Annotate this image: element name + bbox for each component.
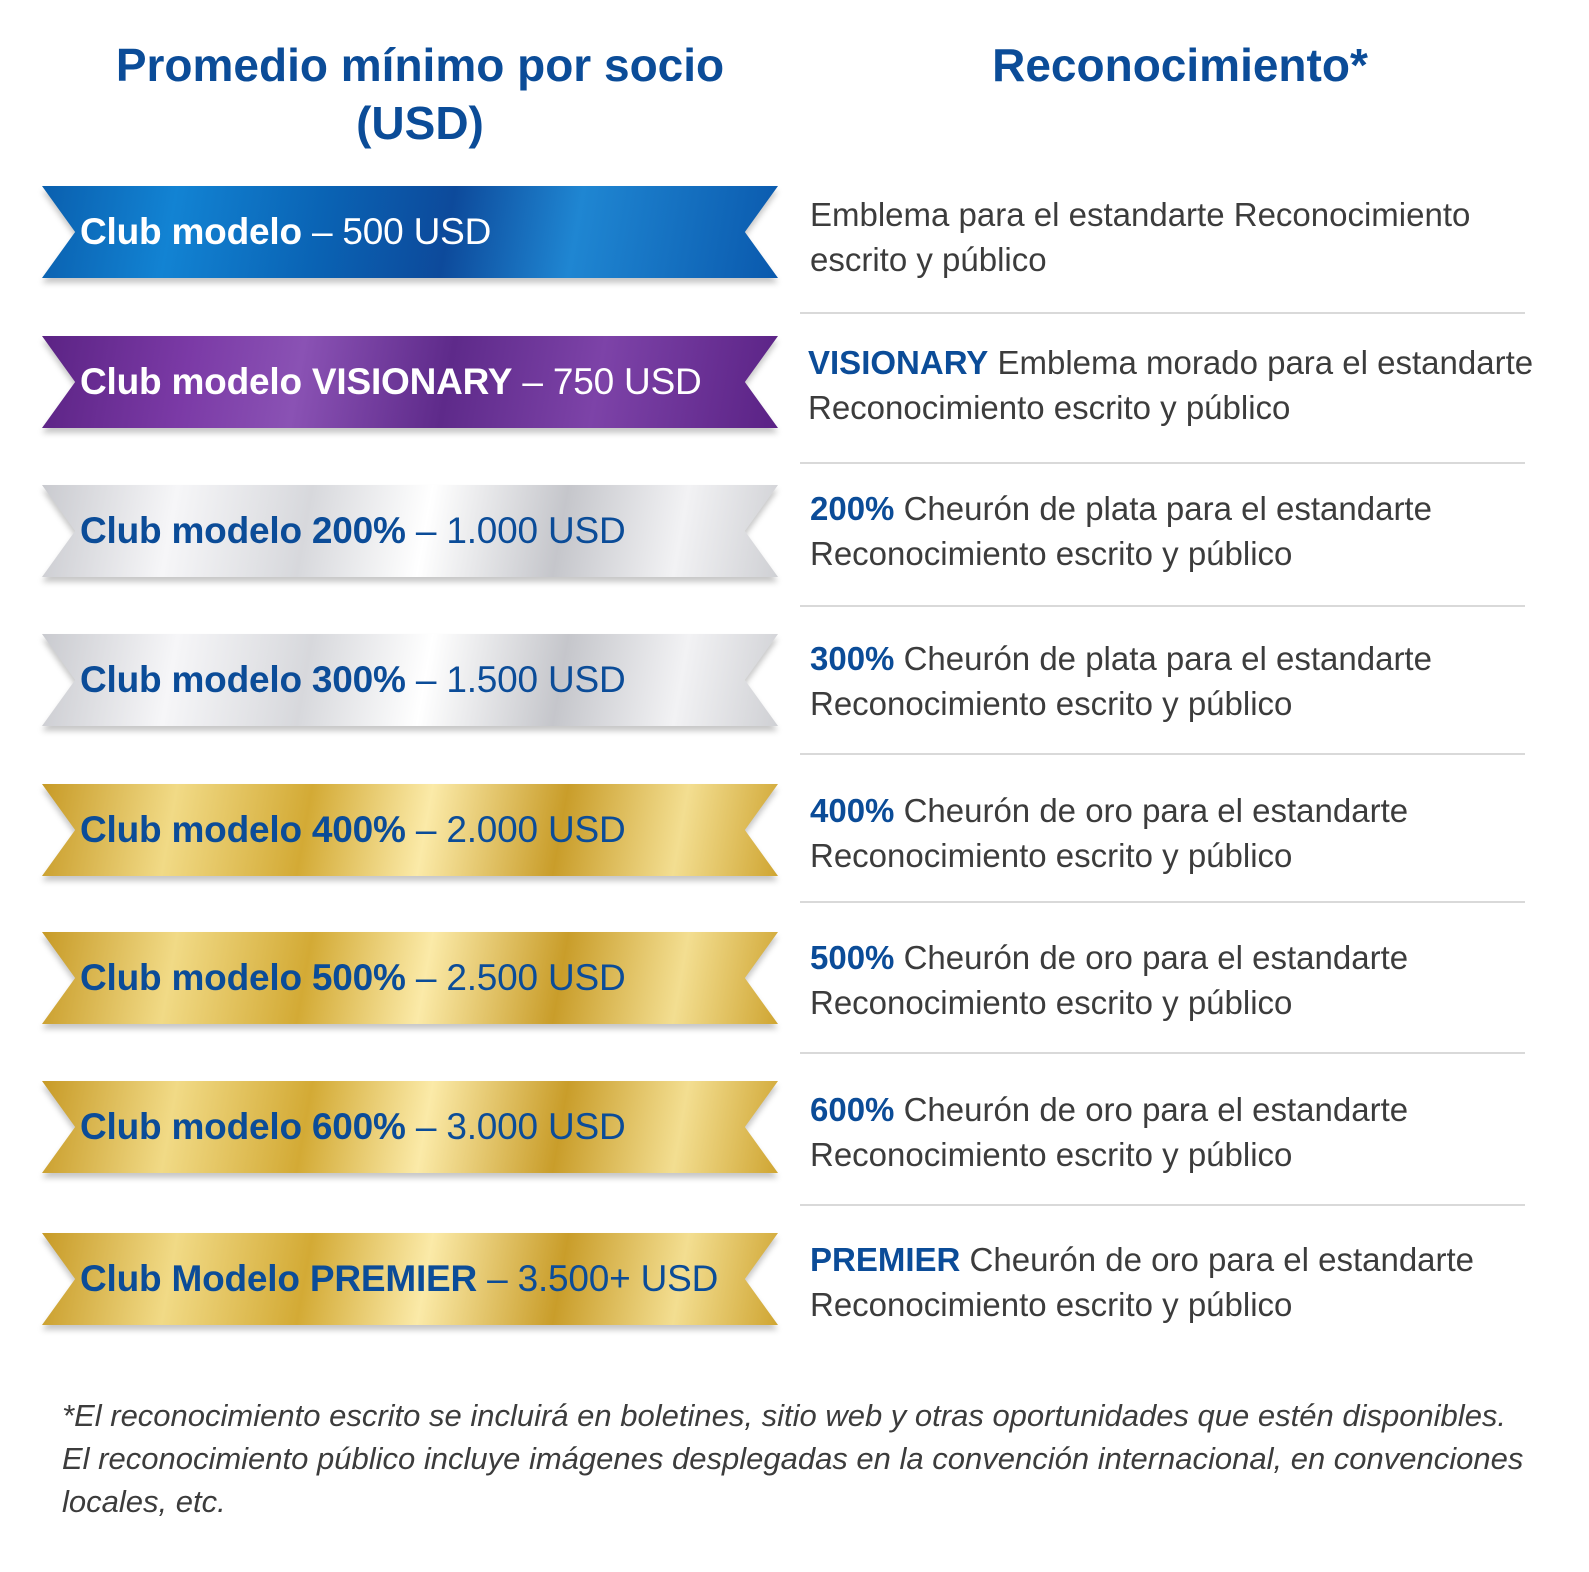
ribbon-level-name: Club modelo xyxy=(80,211,302,252)
recognition-level-bold: 400% xyxy=(810,792,895,829)
ribbon-level-name: Club modelo 200% xyxy=(80,510,406,551)
ribbon-background xyxy=(42,186,778,278)
ribbon-label: Club modelo 300% – 1.500 USD xyxy=(80,634,626,726)
ribbon-level-name: Club modelo 500% xyxy=(80,957,406,998)
ribbon-background xyxy=(42,336,778,428)
ribbon-level-name: Club modelo 600% xyxy=(80,1106,406,1147)
ribbon-club-modelo-300: Club modelo 300% – 1.500 USD xyxy=(42,634,778,726)
ribbon-price: – 2.500 USD xyxy=(415,957,626,998)
ribbon-price: – 1.500 USD xyxy=(415,659,626,700)
recognition-text: Cheurón de plata para el estandarte Reco… xyxy=(810,490,1432,572)
recognition-desc-club-modelo: Emblema para el estandarte Reconocimient… xyxy=(810,192,1540,282)
ribbon-label: Club modelo – 500 USD xyxy=(80,186,491,278)
ribbon-level-name: Club modelo 400% xyxy=(80,809,406,850)
ribbon-club-modelo-400: Club modelo 400% – 2.000 USD xyxy=(42,784,778,876)
ribbon-background xyxy=(42,485,778,577)
row-divider xyxy=(800,901,1525,903)
recognition-level-bold: VISIONARY xyxy=(808,344,989,381)
ribbon-label: Club modelo 200% – 1.000 USD xyxy=(80,485,626,577)
row-divider xyxy=(800,1204,1525,1206)
ribbon-price: – 3.000 USD xyxy=(415,1106,626,1147)
recognition-desc-300: 300% Cheurón de plata para el estandarte… xyxy=(810,636,1540,726)
ribbon-label: Club modelo 600% – 3.000 USD xyxy=(80,1081,626,1173)
recognition-level-bold: 500% xyxy=(810,939,895,976)
ribbon-club-modelo-200: Club modelo 200% – 1.000 USD xyxy=(42,485,778,577)
recognition-text: Emblema para el estandarte Reconocimient… xyxy=(810,196,1471,278)
recognition-text: Cheurón de plata para el estandarte Reco… xyxy=(810,640,1432,722)
recognition-desc-200: 200% Cheurón de plata para el estandarte… xyxy=(810,486,1540,576)
ribbon-label: Club modelo 500% – 2.500 USD xyxy=(80,932,626,1024)
ribbon-background xyxy=(42,1233,778,1325)
recognition-text: Emblema morado para el estandarte Recono… xyxy=(808,344,1534,426)
column-header-recognition: Reconocimiento* xyxy=(992,39,1368,91)
row-divider xyxy=(800,605,1525,607)
recognition-level-bold: 200% xyxy=(810,490,895,527)
ribbon-label: Club modelo 400% – 2.000 USD xyxy=(80,784,626,876)
column-header-minimum-average: Promedio mínimo por socio (USD) xyxy=(115,39,725,149)
recognition-text: Cheurón de oro para el estandarte Recono… xyxy=(810,1091,1409,1173)
ribbon-club-modelo-visionary: Club modelo VISIONARY – 750 USD xyxy=(42,336,778,428)
ribbon-background xyxy=(42,1081,778,1173)
ribbon-price: – 2.000 USD xyxy=(415,809,626,850)
ribbon-level-name: Club modelo 300% xyxy=(80,659,406,700)
recognition-level-bold: PREMIER xyxy=(810,1241,961,1278)
row-divider xyxy=(800,312,1525,314)
ribbon-club-modelo-500: Club modelo 500% – 2.500 USD xyxy=(42,932,778,1024)
footnote: *El reconocimiento escrito se incluirá e… xyxy=(62,1398,1524,1519)
recognition-text: Cheurón de oro para el estandarte Recono… xyxy=(810,939,1409,1021)
recognition-text: Cheurón de oro para el estandarte Recono… xyxy=(810,1241,1475,1323)
ribbon-club-modelo: Club modelo – 500 USD xyxy=(42,186,778,278)
ribbon-background xyxy=(42,784,778,876)
row-divider xyxy=(800,462,1525,464)
row-divider xyxy=(800,1052,1525,1054)
ribbon-level-name: Club Modelo PREMIER xyxy=(80,1258,478,1299)
recognition-text: Cheurón de oro para el estandarte Recono… xyxy=(810,792,1409,874)
recognition-desc-premier: PREMIER Cheurón de oro para el estandart… xyxy=(810,1237,1540,1327)
ribbon-price: – 3.500+ USD xyxy=(487,1258,719,1299)
recognition-desc-500: 500% Cheurón de oro para el estandarte R… xyxy=(810,935,1540,1025)
ribbon-price: – 500 USD xyxy=(311,211,492,252)
recognition-desc-400: 400% Cheurón de oro para el estandarte R… xyxy=(810,788,1540,878)
ribbon-label: Club Modelo PREMIER – 3.500+ USD xyxy=(80,1233,718,1325)
ribbon-background xyxy=(42,932,778,1024)
recognition-level-bold: 600% xyxy=(810,1091,895,1128)
ribbon-background xyxy=(42,634,778,726)
recognition-desc-600: 600% Cheurón de oro para el estandarte R… xyxy=(810,1087,1540,1177)
ribbon-price: – 1.000 USD xyxy=(415,510,626,551)
ribbon-club-modelo-600: Club modelo 600% – 3.000 USD xyxy=(42,1081,778,1173)
ribbon-club-modelo-premier: Club Modelo PREMIER – 3.500+ USD xyxy=(42,1233,778,1325)
recognition-desc-visionary: VISIONARY Emblema morado para el estanda… xyxy=(808,340,1538,430)
ribbon-level-name: Club modelo VISIONARY xyxy=(80,361,513,402)
ribbon-label: Club modelo VISIONARY – 750 USD xyxy=(80,336,702,428)
recognition-level-bold: 300% xyxy=(810,640,895,677)
ribbon-price: – 750 USD xyxy=(522,361,702,402)
row-divider xyxy=(800,753,1525,755)
